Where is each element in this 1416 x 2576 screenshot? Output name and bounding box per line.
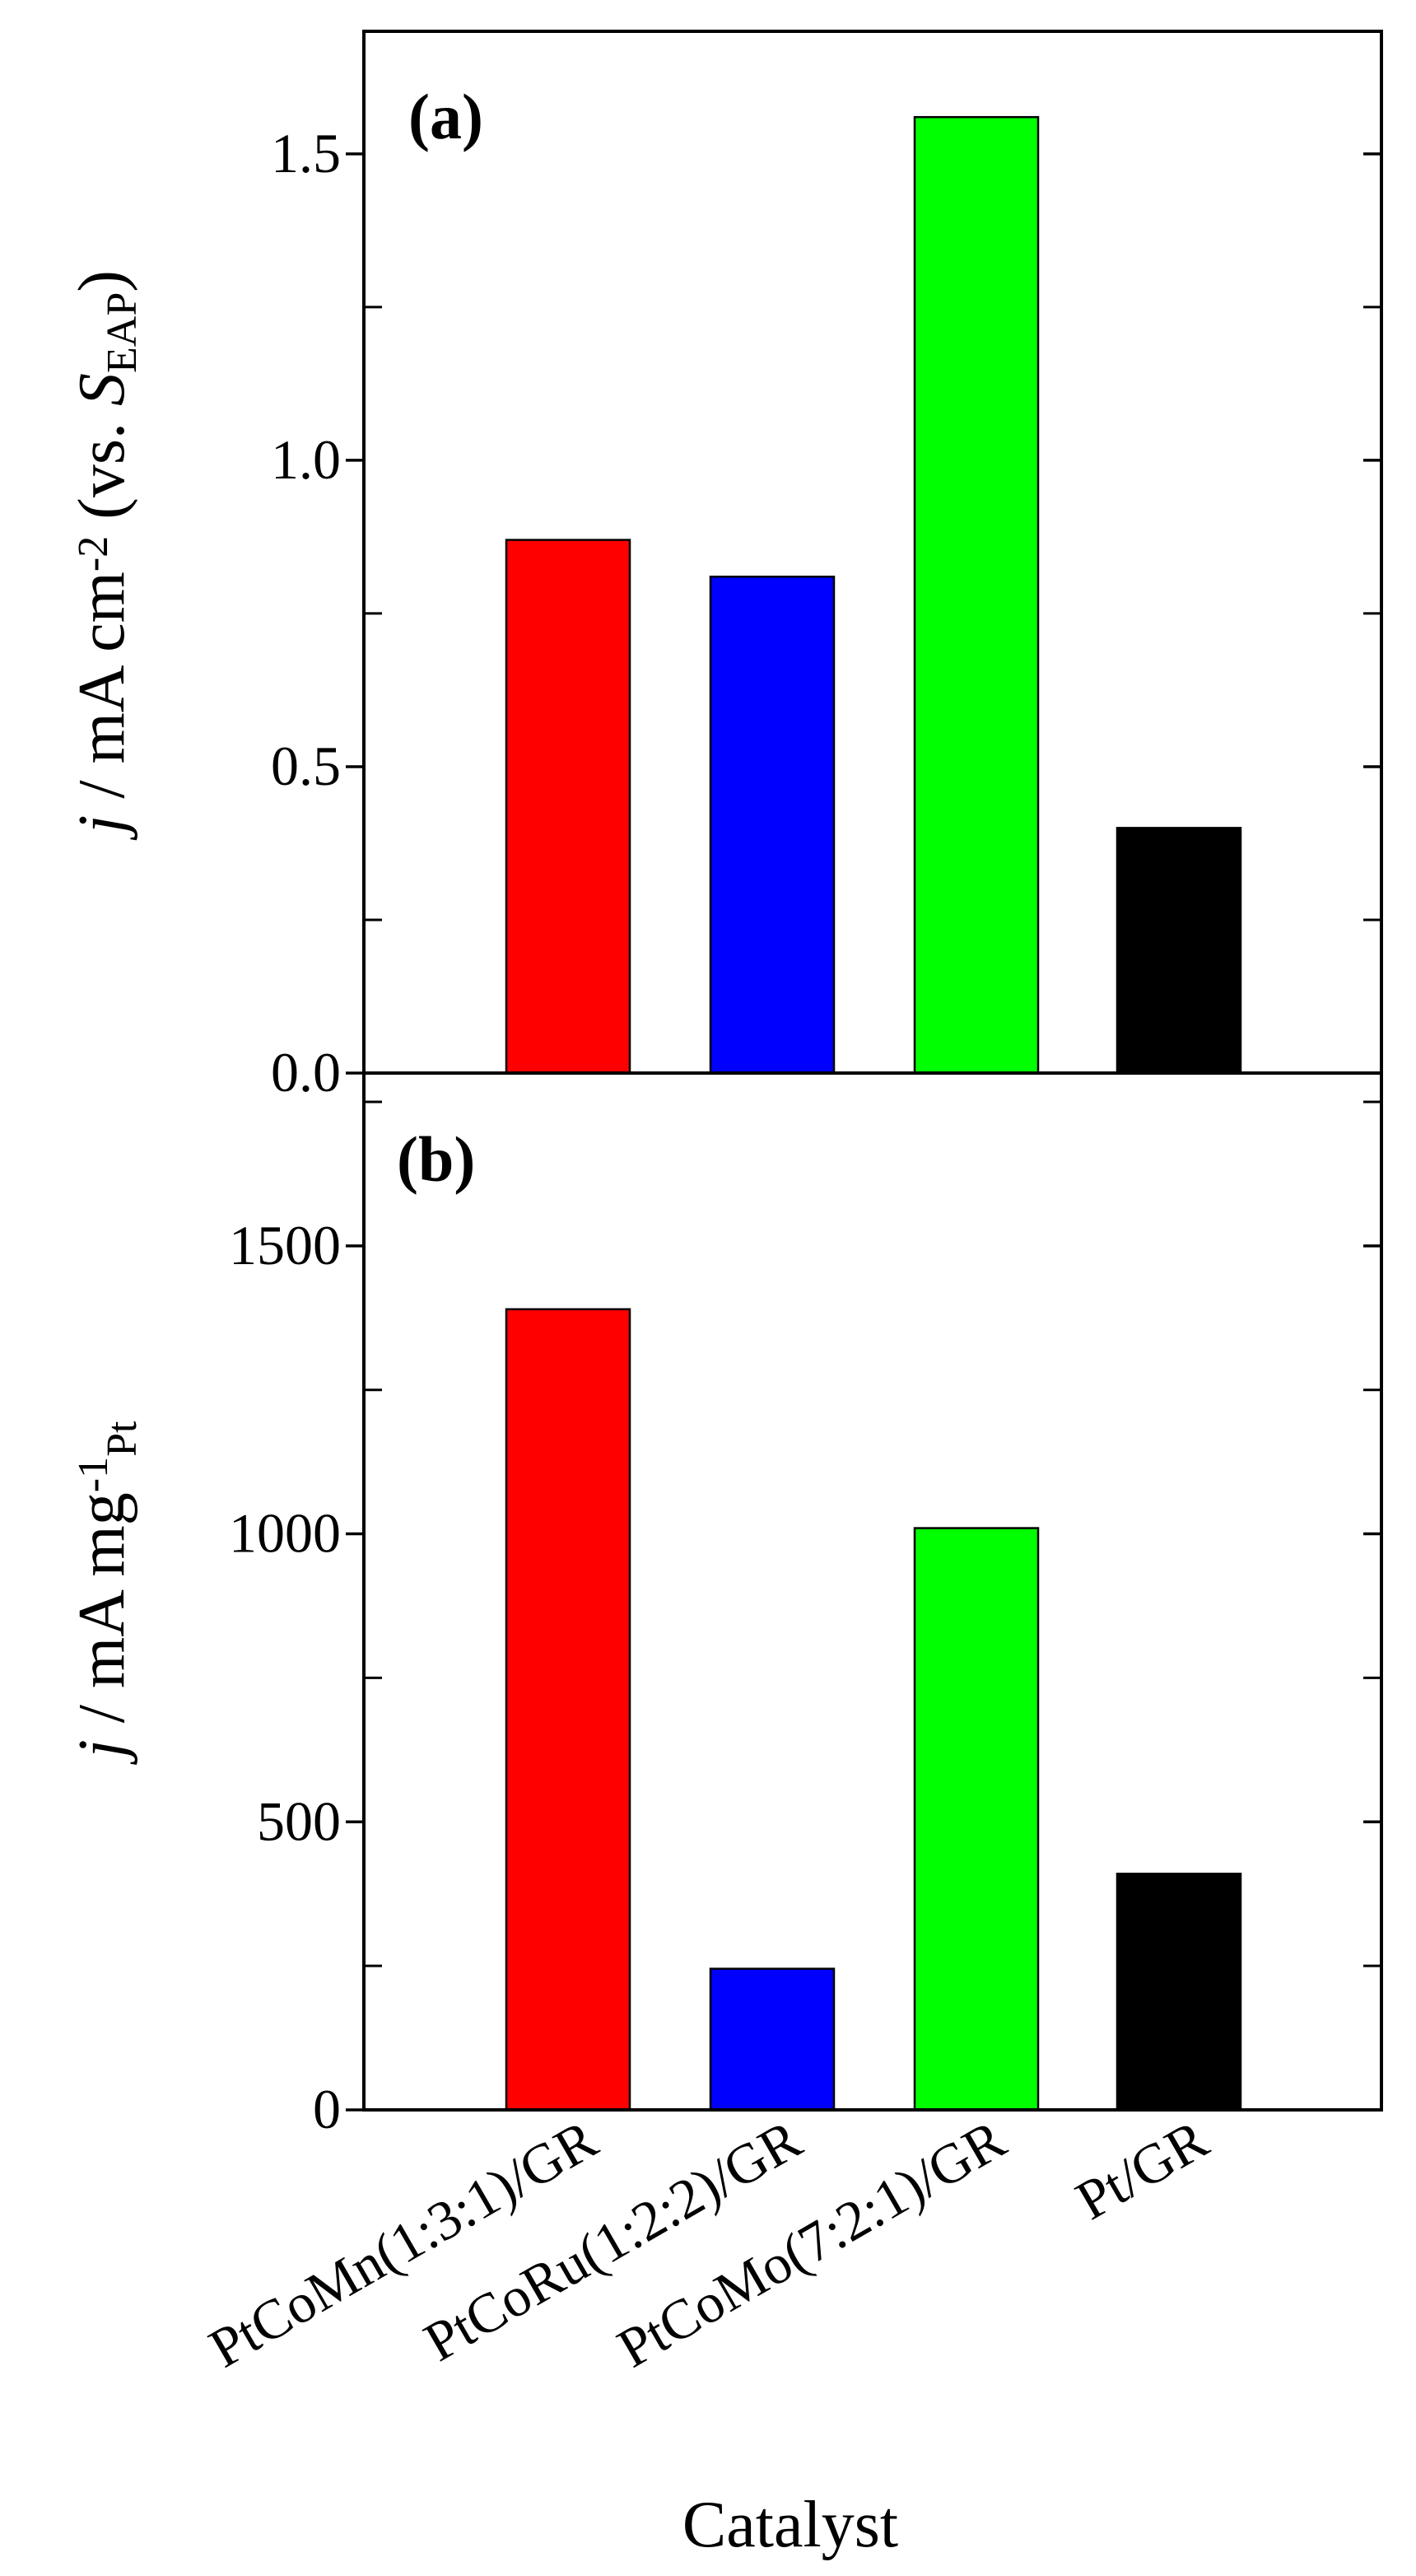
bar-b-2	[709, 1967, 836, 2112]
panel-label: (a)	[408, 81, 483, 152]
bar-b-1	[505, 1308, 631, 2112]
y-tick-label: 0	[313, 2078, 341, 2140]
bar-b-4	[1116, 1872, 1242, 2112]
y-tick-label: 500	[257, 1790, 341, 1852]
y-tick-label: 0.0	[271, 1041, 341, 1104]
x-category-labels: PtCoMn(1:3:1)/GRPtCoRu(1:2:2)/GRPtCoMo(7…	[198, 2107, 1218, 2380]
panel-b-mass-activity: 0 500 1000 1500 (b) j / mA mg-1Pt	[66, 1071, 1383, 2140]
y-tick-label: 1500	[229, 1214, 341, 1276]
panel-label: (b)	[397, 1123, 475, 1195]
bar-b-3	[913, 1527, 1040, 2112]
y-tick-label: 1000	[229, 1502, 341, 1565]
x-axis-title: Catalyst	[682, 2489, 898, 2561]
bar-a-3	[913, 115, 1040, 1075]
panel-a-specific-activity: 0.0 0.5 1.0 1.5 (a) j / mA cm-2 (vs. SEAP)	[66, 30, 1383, 1104]
bar-a-4	[1116, 827, 1242, 1075]
bar-a-2	[709, 576, 836, 1075]
y-tick-label: 1.0	[271, 428, 341, 491]
y-tick-label: 1.5	[271, 122, 341, 184]
bar-a-1	[505, 539, 631, 1075]
y-tick-label: 0.5	[271, 735, 341, 797]
x-category-label: Pt/GR	[1065, 2107, 1218, 2232]
y-axis-title: j / mA mg-1Pt	[66, 1421, 146, 1766]
y-axis-title: j / mA cm-2 (vs. SEAP)	[66, 270, 146, 841]
plot-frame	[362, 1071, 1383, 2112]
